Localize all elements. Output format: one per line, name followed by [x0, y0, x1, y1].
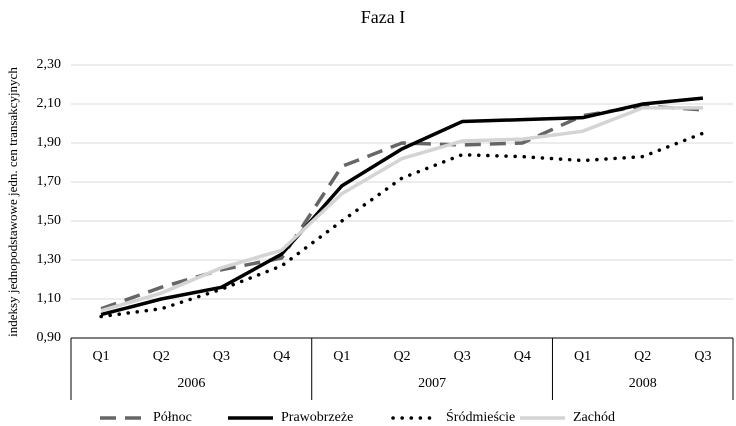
x-group-label: 2008 [629, 376, 657, 391]
x-group-label: 2006 [177, 376, 205, 391]
x-tick-label: Q2 [393, 349, 410, 364]
x-tick-label: Q1 [574, 349, 591, 364]
chart-title: Faza I [361, 7, 405, 27]
x-tick-label: Q4 [273, 349, 290, 364]
x-tick-label: Q3 [694, 349, 711, 364]
y-tick-label: 1,10 [37, 291, 62, 306]
series-line [100, 106, 703, 313]
y-tick-label: 1,70 [37, 174, 62, 189]
series-line [100, 104, 704, 311]
x-group-label: 2007 [418, 376, 446, 391]
y-tick-label: 0,90 [37, 330, 62, 345]
y-axis-label: indeksy jednopodstawowe jedn. cen transa… [5, 67, 20, 337]
x-tick-label: Q1 [93, 349, 110, 364]
y-tick-label: 1,90 [37, 135, 62, 150]
x-tick-label: Q3 [454, 349, 471, 364]
y-tick-label: 2,30 [37, 57, 62, 72]
legend-label: Śródmieście [446, 408, 515, 425]
y-tick-label: 1,50 [37, 213, 62, 228]
x-tick-label: Q3 [213, 349, 230, 364]
legend-label: Zachód [573, 410, 615, 425]
legend-label: Północ [153, 410, 192, 425]
series-line [100, 96, 704, 317]
legend-label: Prawobrzeże [281, 410, 353, 425]
y-tick-label: 1,30 [37, 252, 62, 267]
y-tick-label: 2,10 [37, 96, 62, 111]
x-tick-label: Q2 [153, 349, 170, 364]
x-tick-label: Q2 [634, 349, 651, 364]
series-line [99, 131, 705, 319]
x-tick-label: Q4 [514, 349, 531, 364]
x-tick-label: Q1 [333, 349, 350, 364]
